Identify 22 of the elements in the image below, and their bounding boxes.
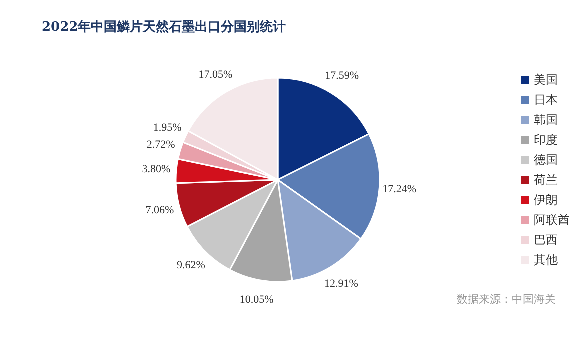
chart-title: 2022年中国鳞片天然石墨出口分国别统计 [42, 18, 286, 36]
legend-label: 荷兰 [534, 172, 558, 189]
legend-label: 美国 [534, 72, 558, 89]
legend-label: 德国 [534, 152, 558, 169]
data-label: 9.62% [176, 260, 206, 272]
data-label: 17.24% [382, 183, 417, 196]
legend-label: 巴西 [534, 232, 558, 249]
legend-label: 日本 [534, 92, 558, 109]
source-note: 数据来源：中国海关 [457, 292, 556, 307]
data-label: 2.72% [146, 138, 176, 151]
data-label: 10.05% [240, 294, 274, 306]
legend-label: 印度 [534, 132, 558, 149]
data-label: 7.06% [146, 204, 174, 217]
data-label: 1.95% [153, 122, 182, 134]
data-label: 17.59% [325, 70, 360, 82]
data-label: 17.05% [198, 69, 233, 82]
legend-label: 其他 [534, 252, 558, 269]
legend-label: 伊朗 [534, 192, 558, 209]
legend-label: 阿联酋 [534, 212, 570, 229]
legend-label: 韩国 [534, 112, 558, 129]
data-label: 12.91% [324, 278, 358, 290]
data-label: 3.80% [142, 163, 171, 176]
